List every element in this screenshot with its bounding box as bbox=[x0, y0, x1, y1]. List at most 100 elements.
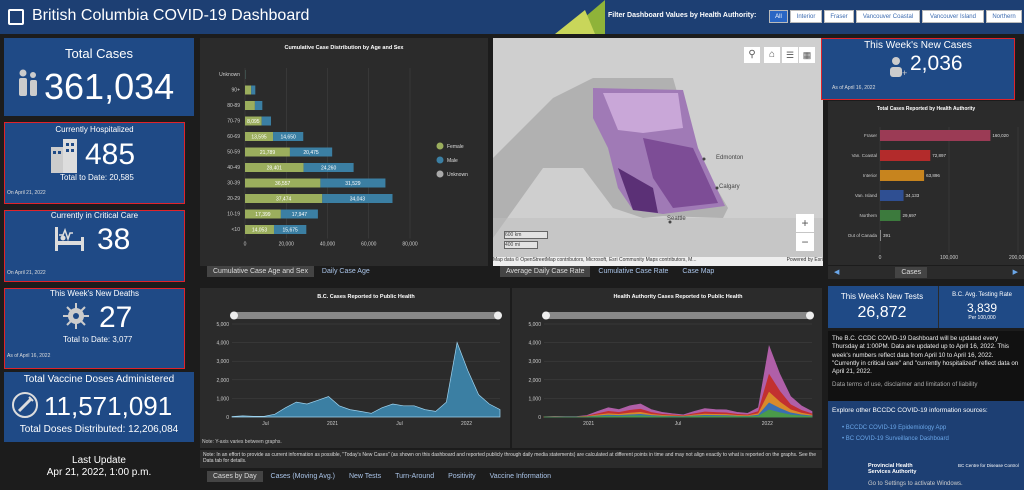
y-tick-label: 3,000 bbox=[216, 359, 229, 365]
hospital-bed-icon bbox=[55, 227, 84, 251]
bottom-tabs: Cases by Day Cases (Moving Avg.) New Tes… bbox=[207, 471, 557, 484]
hospitalized-panel: Currently Hospitalized 485 Total to Date… bbox=[4, 122, 185, 204]
x-tick-label: 0 bbox=[244, 242, 247, 248]
bar-female bbox=[245, 85, 252, 95]
tab-cases-moving-avg[interactable]: Cases (Moving Avg.) bbox=[270, 473, 335, 480]
x-tick-label: Jul bbox=[675, 421, 681, 427]
x-tick-label: Jul bbox=[396, 421, 402, 427]
ha-prev-icon[interactable]: ◀ bbox=[834, 269, 840, 276]
terms-link[interactable]: Data terms of use, disclaimer and limita… bbox=[832, 380, 978, 388]
tab-cases[interactable]: Cases bbox=[895, 267, 928, 278]
new-deaths-value: 27 bbox=[99, 301, 133, 334]
bc-cases-chart: B.C. Cases Reported to Public Health 0 1,0… bbox=[202, 294, 502, 445]
y-tick-label: 50-59 bbox=[227, 150, 240, 156]
range-handle-left bbox=[230, 311, 238, 320]
ha-chart-panel: Total Cases Reported by Health Authority… bbox=[828, 101, 1024, 265]
chart-title: B.C. Cases Reported to Public Health bbox=[317, 294, 415, 300]
windows-watermark: Go to Settings to activate Windows. bbox=[868, 481, 963, 487]
x-tick-label: 200,000 bbox=[1009, 255, 1024, 261]
filter-vancouver-coastal-button[interactable]: Vancouver Coastal bbox=[856, 10, 920, 23]
tab-daily-case-age[interactable]: Daily Case Age bbox=[321, 268, 370, 275]
x-tick-label: 20,000 bbox=[279, 242, 295, 248]
tab-positivity[interactable]: Positivity bbox=[448, 473, 476, 480]
explore-label: Explore other BCCDC COVID-19 information… bbox=[832, 407, 988, 414]
filter-label: Filter Dashboard Values by Health Author… bbox=[608, 12, 757, 19]
tab-new-tests[interactable]: New Tests bbox=[348, 473, 382, 480]
map-legend-icon[interactable]: ☰ bbox=[782, 47, 798, 63]
area-series bbox=[231, 341, 501, 418]
tests-divider bbox=[938, 286, 939, 328]
tab-cases-by-day[interactable]: Cases by Day bbox=[207, 471, 263, 482]
age-tabs: Cumulative Case Age and Sex Daily Case A… bbox=[207, 266, 376, 279]
filter-fraser-button[interactable]: Fraser bbox=[824, 10, 854, 23]
map-panel[interactable]: Edmonton Calgary Seattle ⚲ ⌂ ☰ ▦ + − 600… bbox=[493, 38, 823, 266]
bar-male bbox=[303, 163, 354, 172]
y-tick-label: Interior bbox=[863, 173, 878, 178]
filter-vancouver-island-button[interactable]: Vancouver Island bbox=[922, 10, 984, 23]
epi-app-link[interactable]: • BCCDC COVID-19 Epidemiology App bbox=[842, 425, 947, 431]
data-label: 28,401 bbox=[267, 166, 283, 172]
bar bbox=[880, 130, 991, 141]
map-attribution: Map data © OpenStreetMap contributors, M… bbox=[493, 257, 823, 266]
tab-turn-around[interactable]: Turn-Around bbox=[395, 473, 435, 480]
filter-all-button[interactable]: All bbox=[769, 10, 788, 23]
age-sex-chart-panel: Cumulative Case Distribution by Age and … bbox=[200, 38, 488, 266]
range-handle-left bbox=[542, 311, 550, 320]
critical-care-value: 38 bbox=[97, 223, 131, 256]
y-tick-label: 0 bbox=[226, 415, 229, 421]
page-title: British Columbia COVID-19 Dashboard bbox=[32, 7, 310, 24]
data-label: 17,947 bbox=[292, 212, 308, 218]
map-basemap-icon[interactable]: ▦ bbox=[799, 47, 815, 63]
y-tick-label: 1,000 bbox=[528, 396, 541, 402]
zoom-out-button[interactable]: − bbox=[796, 233, 814, 251]
zoom-in-button[interactable]: + bbox=[796, 214, 814, 232]
bar-female bbox=[245, 116, 262, 126]
hospital-icon bbox=[51, 139, 77, 173]
bar-male bbox=[251, 85, 256, 95]
y-tick-label: 2,000 bbox=[528, 378, 541, 384]
data-label: 21,789 bbox=[260, 150, 276, 156]
age-sex-chart: Cumulative Case Distribution by Age and … bbox=[219, 45, 468, 248]
y-tick-label: 4,000 bbox=[216, 341, 229, 347]
filter-northern-button[interactable]: Northern bbox=[986, 10, 1022, 23]
data-label: 37,474 bbox=[276, 197, 292, 203]
vaccine-value: 11,571,091 bbox=[44, 391, 173, 421]
range-handle-right bbox=[494, 311, 502, 320]
bar-male bbox=[322, 194, 393, 203]
tab-case-map[interactable]: Case Map bbox=[682, 268, 715, 275]
city-calgary: Calgary bbox=[719, 184, 740, 190]
map-home-icon[interactable]: ⌂ bbox=[764, 47, 780, 63]
data-label: 36,557 bbox=[275, 181, 291, 187]
tab-cumulative-case-rate[interactable]: Cumulative Case Rate bbox=[598, 268, 669, 275]
x-tick-label: 100,000 bbox=[940, 255, 958, 261]
virus-icon bbox=[63, 303, 89, 329]
bc-cases-panel: B.C. Cases Reported to Public Health 0 1,0… bbox=[200, 288, 510, 448]
bar-male bbox=[273, 132, 304, 141]
bar-female bbox=[245, 225, 274, 234]
x-tick-label: Jul bbox=[262, 421, 268, 427]
tab-average-daily-case-rate[interactable]: Average Daily Case Rate bbox=[500, 266, 591, 277]
tab-vaccine-information[interactable]: Vaccine Information bbox=[489, 473, 551, 480]
y-tick-label: Out of Canada bbox=[848, 233, 878, 238]
testing-rate-unit: Per 100,000 bbox=[968, 315, 996, 321]
x-tick-label: 2021 bbox=[583, 421, 594, 427]
filter-interior-button[interactable]: Interior bbox=[790, 10, 822, 23]
syringe-icon bbox=[12, 392, 38, 418]
new-cases-value: 2,036 bbox=[910, 52, 963, 75]
legend-label: Unknown bbox=[447, 172, 468, 178]
area-series bbox=[543, 409, 813, 418]
ha-next-icon[interactable]: ▶ bbox=[1012, 269, 1018, 276]
bar bbox=[880, 210, 901, 221]
new-deaths-panel: This Week's New Deaths 27 Total to Date:… bbox=[4, 288, 185, 369]
range-slider bbox=[232, 312, 500, 319]
ha-cases-chart: Total Cases Reported by Health Authority… bbox=[848, 106, 1024, 261]
data-label: 34,043 bbox=[350, 197, 366, 203]
tab-cumulative-age-sex[interactable]: Cumulative Case Age and Sex bbox=[207, 266, 314, 277]
y-tick-label: <10 bbox=[232, 227, 241, 233]
tests-value: 26,872 bbox=[857, 304, 907, 321]
map-search-icon[interactable]: ⚲ bbox=[744, 47, 760, 63]
y-tick-label: 70-79 bbox=[227, 119, 240, 125]
city-edmonton: Edmonton bbox=[716, 155, 744, 161]
range-handle-right bbox=[806, 311, 814, 320]
surveillance-link[interactable]: • BC COVID-19 Surveillance Dashboard bbox=[842, 436, 949, 442]
